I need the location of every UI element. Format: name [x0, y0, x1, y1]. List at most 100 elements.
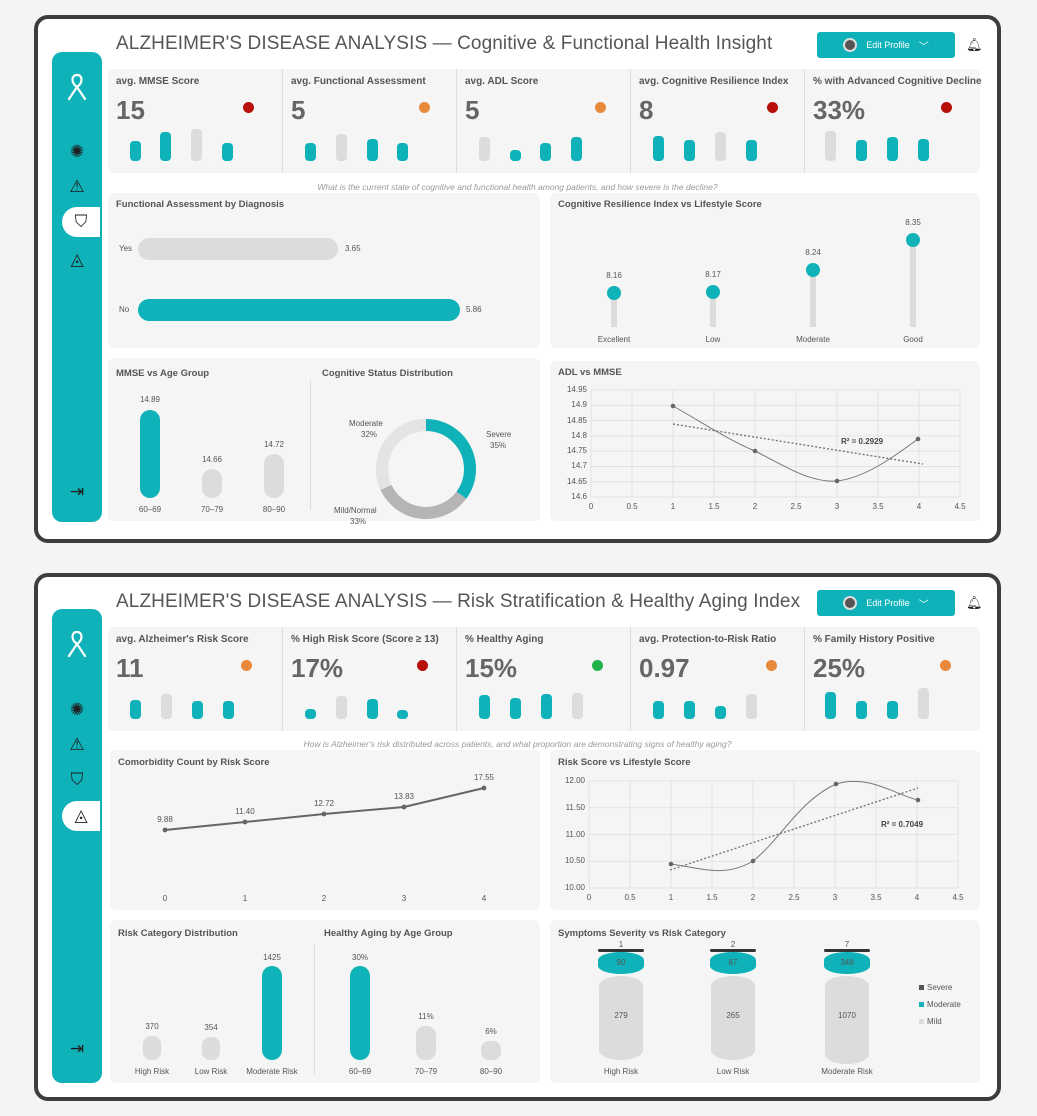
mild-value: 1070: [838, 1011, 856, 1020]
y-tick: 14.9: [571, 400, 587, 410]
panel-title: Functional Assessment by Diagnosis: [116, 199, 285, 210]
lollipop-stem: [710, 291, 716, 327]
shield-icon[interactable]: ⛉: [62, 207, 100, 237]
kpi-card: avg. Cognitive Resilience Index 8: [630, 69, 804, 173]
lollipop-dot: [906, 233, 920, 247]
warning-icon[interactable]: ⚠: [69, 735, 85, 754]
data-point: [834, 478, 840, 484]
bar-value: 14.72: [263, 440, 285, 449]
bar-label: 60–69: [348, 1067, 372, 1076]
sparkline-bar: [541, 694, 552, 719]
lollipop-label: Excellent: [597, 335, 631, 344]
sparkline-bar: [746, 140, 757, 161]
sparkline-bar: [397, 710, 408, 719]
age-bar: [202, 469, 222, 498]
trendline: [669, 787, 919, 871]
bar-label: Low Risk: [194, 1067, 228, 1076]
stack-severe: [824, 949, 870, 952]
lollipop-label: Low: [705, 335, 721, 344]
lollipop-stem: [611, 292, 617, 327]
y-tick: 14.7: [571, 461, 587, 471]
legend-label: Severe: [927, 983, 953, 992]
panel-title: ADL vs MMSE: [558, 367, 622, 378]
sparkline-bar: [305, 143, 316, 161]
kpi-card: % Family History Positive 25%: [804, 627, 980, 731]
bell-icon[interactable]: 🔔︎: [966, 595, 983, 610]
age-bar: [140, 410, 160, 498]
chevron-down-icon: ﹀: [918, 599, 929, 611]
data-point: [752, 448, 758, 454]
x-tick: 3.5: [872, 502, 884, 511]
data-point: [321, 811, 327, 817]
kpi-label: % with Advanced Cognitive Decline: [813, 76, 982, 87]
category-bar: [143, 1036, 161, 1060]
data-point: [750, 858, 756, 864]
bell-icon[interactable]: 🔔︎: [966, 37, 983, 52]
gear-icon[interactable]: ✺: [69, 700, 85, 719]
alert-shield-icon[interactable]: ◬: [62, 801, 100, 831]
bar-label: Moderate Risk: [246, 1067, 298, 1076]
comorbidity-panel: Comorbidity Count by Risk Score 9.88 11.…: [110, 750, 540, 910]
dashboard-cognitive: ✺ ⚠ ⛉ ◬ ⇥ ALZHEIMER'S DISEASE ANALYSIS —…: [34, 15, 1001, 543]
point-value: 12.72: [313, 799, 335, 808]
lollipop-dot: [806, 263, 820, 277]
series-line: [670, 780, 919, 872]
adl-vs-mmse-panel: ADL vs MMSE R² = 0.2929 14.95 14.9 14.85 14…: [550, 361, 980, 521]
edit-profile-button[interactable]: Edit Profile ﹀: [817, 32, 955, 58]
edit-profile-label: Edit Profile: [866, 598, 910, 608]
logout-icon[interactable]: ⇥: [69, 482, 85, 501]
page-title: ALZHEIMER'S DISEASE ANALYSIS — Risk Stra…: [116, 591, 801, 612]
gear-icon[interactable]: ✺: [69, 142, 85, 161]
x-tick: 3: [834, 502, 840, 511]
moderate-value: 348: [840, 958, 854, 967]
kpi-label: avg. Functional Assessment: [291, 76, 426, 87]
sparkline-bar: [856, 701, 867, 719]
lollipop-stem: [910, 239, 916, 327]
status-dot: [419, 102, 430, 113]
kpi-label: % High Risk Score (Score ≥ 13): [291, 634, 439, 645]
legend-label: Mild: [927, 1017, 942, 1026]
kpi-value: 5: [291, 95, 306, 125]
bar-value: 30%: [351, 953, 369, 962]
bar-value: 354: [204, 1023, 218, 1032]
legend-swatch-severe: [919, 985, 924, 990]
warning-icon[interactable]: ⚠: [69, 177, 85, 196]
kpi-label: avg. Cognitive Resilience Index: [639, 76, 789, 87]
sparkline-bar: [192, 701, 203, 719]
stack-moderate: [598, 952, 644, 974]
r2-label: R² = 0.7049: [881, 820, 924, 829]
sparkline-bar: [336, 696, 347, 719]
point-value: 17.55: [473, 773, 495, 782]
y-tick: 11.50: [565, 802, 585, 812]
x-tick: 3: [401, 894, 407, 903]
status-dot: [417, 660, 428, 671]
sparkline-bar: [715, 132, 726, 161]
divider: [314, 944, 315, 1074]
bar-label: 80–90: [262, 505, 286, 514]
x-tick: 4: [916, 502, 922, 511]
edit-profile-button[interactable]: Edit Profile ﹀: [817, 590, 955, 616]
kpi-card: avg. ADL Score 5: [456, 69, 630, 173]
lollipop-stem: [810, 269, 816, 327]
sparkline-bar: [510, 150, 521, 161]
alert-shield-icon[interactable]: ◬: [70, 250, 84, 269]
sparkline-bar: [918, 688, 929, 719]
status-dot: [241, 660, 252, 671]
bar-yes: [138, 238, 338, 260]
kpi-row: avg. MMSE Score 15 avg. Functional Asses…: [108, 69, 982, 173]
sparkline-bar: [510, 698, 521, 719]
x-tick: 4.5: [954, 502, 966, 511]
kpi-card: avg. Protection-to-Risk Ratio 0.97: [630, 627, 804, 731]
lollipop-label: Good: [903, 335, 923, 344]
logout-icon[interactable]: ⇥: [69, 1039, 85, 1058]
stack-moderate: [710, 952, 756, 974]
donut-pct: 35%: [490, 441, 507, 450]
stack-severe: [598, 949, 644, 952]
bar-value: 370: [145, 1022, 159, 1031]
x-tick: 2: [321, 894, 327, 903]
kpi-label: % Family History Positive: [813, 634, 935, 645]
shield-icon[interactable]: ⛉: [70, 770, 84, 789]
bar-label: Yes: [119, 244, 133, 253]
donut-label: Severe: [486, 430, 512, 439]
question-text: What is the current state of cognitive a…: [317, 182, 718, 192]
